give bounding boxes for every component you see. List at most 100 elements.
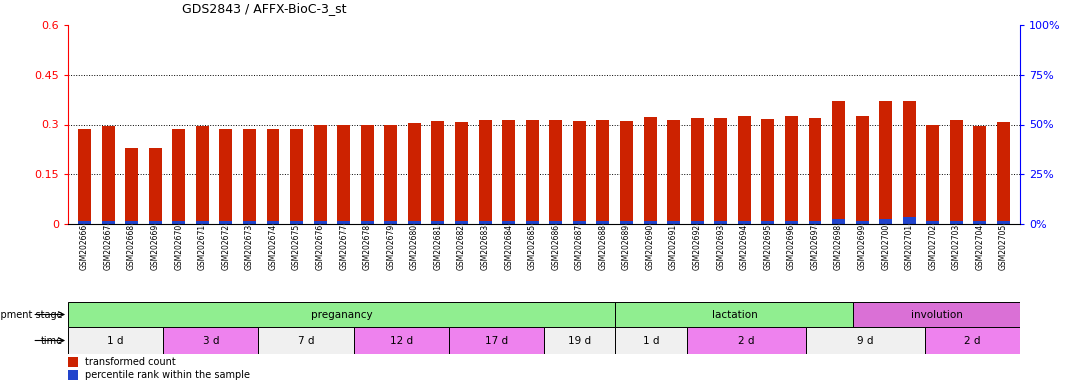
Text: percentile rank within the sample: percentile rank within the sample	[85, 370, 249, 380]
Text: GSM202705: GSM202705	[999, 224, 1008, 270]
Bar	[880, 101, 892, 224]
Text: 7 d: 7 d	[297, 336, 315, 346]
Text: 1 d: 1 d	[643, 336, 659, 346]
Text: GSM202688: GSM202688	[598, 224, 608, 270]
Text: GSM202694: GSM202694	[739, 224, 749, 270]
Text: GSM202667: GSM202667	[104, 224, 112, 270]
Text: GSM202669: GSM202669	[151, 224, 159, 270]
Bar	[903, 101, 916, 224]
Bar	[738, 221, 751, 224]
Bar	[620, 121, 633, 224]
Bar	[927, 221, 939, 224]
Bar	[950, 119, 963, 224]
Text: 17 d: 17 d	[485, 336, 508, 346]
Bar	[667, 119, 681, 224]
Text: GSM202679: GSM202679	[386, 224, 395, 270]
Text: GSM202677: GSM202677	[339, 224, 348, 270]
Bar	[478, 119, 491, 224]
Bar	[243, 129, 256, 224]
Bar	[572, 221, 586, 224]
Text: GSM202693: GSM202693	[716, 224, 725, 270]
Bar	[572, 121, 586, 224]
Bar	[667, 221, 681, 224]
Bar	[997, 221, 1010, 224]
Bar	[384, 125, 397, 224]
Text: 2 d: 2 d	[964, 336, 980, 346]
Bar	[615, 302, 854, 327]
Text: GSM202689: GSM202689	[622, 224, 631, 270]
Text: GSM202692: GSM202692	[692, 224, 702, 270]
Text: GSM202678: GSM202678	[363, 224, 371, 270]
Text: GSM202676: GSM202676	[316, 224, 324, 270]
Bar	[687, 327, 806, 354]
Bar	[455, 122, 468, 224]
Bar	[384, 221, 397, 224]
Bar	[785, 221, 798, 224]
Bar	[219, 221, 232, 224]
Bar	[243, 221, 256, 224]
Text: GSM202703: GSM202703	[952, 224, 961, 270]
Bar	[715, 118, 728, 224]
Text: GSM202673: GSM202673	[245, 224, 254, 270]
Bar	[314, 221, 326, 224]
Bar	[361, 124, 373, 224]
Bar	[125, 148, 138, 224]
Bar	[643, 221, 657, 224]
Bar	[290, 221, 303, 224]
Text: GSM202691: GSM202691	[669, 224, 678, 270]
Bar	[478, 221, 491, 224]
Bar	[974, 221, 987, 224]
Bar	[68, 357, 77, 367]
Text: GSM202696: GSM202696	[786, 224, 796, 270]
Text: transformed count: transformed count	[85, 357, 175, 367]
Text: GSM202698: GSM202698	[834, 224, 843, 270]
Text: GSM202687: GSM202687	[575, 224, 584, 270]
Bar	[102, 126, 114, 224]
Bar	[903, 217, 916, 224]
Bar	[854, 302, 1020, 327]
Text: 1 d: 1 d	[107, 336, 124, 346]
Text: GSM202697: GSM202697	[810, 224, 820, 270]
Bar	[314, 124, 326, 224]
Bar	[738, 116, 751, 224]
Bar	[691, 118, 704, 224]
Bar	[102, 221, 114, 224]
Bar	[219, 129, 232, 224]
Bar	[431, 121, 444, 224]
Bar	[762, 119, 775, 224]
Bar	[785, 116, 798, 224]
Bar	[164, 327, 258, 354]
Bar	[997, 122, 1010, 224]
Bar	[762, 221, 775, 224]
Bar	[196, 126, 209, 224]
Text: GSM202670: GSM202670	[174, 224, 183, 270]
Text: GSM202672: GSM202672	[221, 224, 230, 270]
Text: 19 d: 19 d	[568, 336, 592, 346]
Bar	[408, 123, 421, 224]
Text: time: time	[41, 336, 63, 346]
Text: preganancy: preganancy	[311, 310, 372, 319]
Bar	[455, 221, 468, 224]
Text: GSM202682: GSM202682	[457, 224, 467, 270]
Bar	[549, 221, 562, 224]
Text: GSM202671: GSM202671	[198, 224, 207, 270]
Bar	[544, 327, 615, 354]
Text: 9 d: 9 d	[857, 336, 873, 346]
Bar	[448, 327, 544, 354]
Bar	[615, 327, 687, 354]
Text: 12 d: 12 d	[389, 336, 413, 346]
Bar	[880, 219, 892, 224]
Bar	[149, 221, 162, 224]
Bar	[258, 327, 353, 354]
Text: GSM202685: GSM202685	[528, 224, 537, 270]
Bar	[290, 129, 303, 224]
Bar	[125, 221, 138, 224]
Text: lactation: lactation	[712, 310, 758, 319]
Bar	[549, 120, 562, 224]
Text: GSM202699: GSM202699	[858, 224, 867, 270]
Bar	[172, 221, 185, 224]
Text: GSM202701: GSM202701	[905, 224, 914, 270]
Text: GSM202700: GSM202700	[882, 224, 890, 270]
Bar	[596, 120, 610, 224]
Text: GSM202680: GSM202680	[410, 224, 418, 270]
